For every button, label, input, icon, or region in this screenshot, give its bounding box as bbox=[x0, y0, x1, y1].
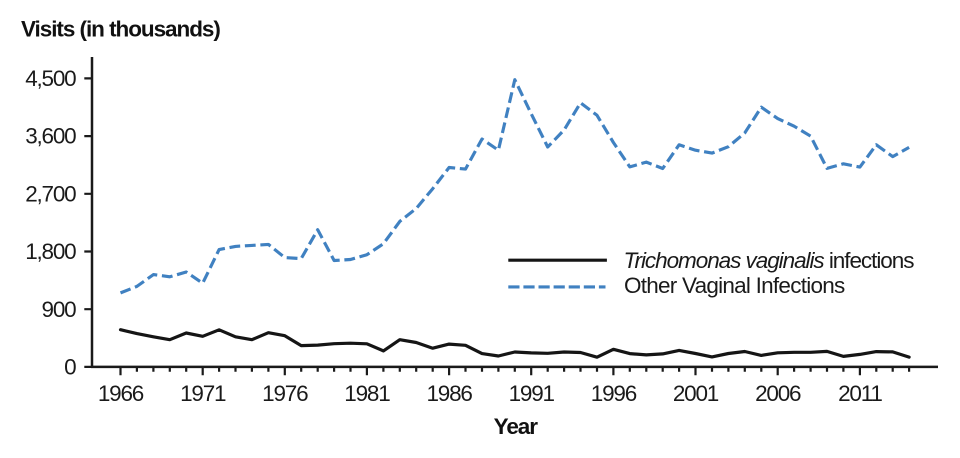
svg-text:1996: 1996 bbox=[591, 381, 637, 406]
svg-text:1,800: 1,800 bbox=[25, 239, 76, 264]
svg-text:4,500: 4,500 bbox=[25, 66, 76, 91]
svg-text:2001: 2001 bbox=[673, 381, 719, 406]
svg-text:1991: 1991 bbox=[509, 381, 555, 406]
svg-text:Other Vaginal Infections: Other Vaginal Infections bbox=[624, 273, 845, 298]
svg-text:2,700: 2,700 bbox=[25, 181, 76, 206]
svg-text:3,600: 3,600 bbox=[25, 124, 76, 149]
svg-text:1986: 1986 bbox=[426, 381, 472, 406]
svg-text:2006: 2006 bbox=[755, 381, 801, 406]
svg-text:Visits (in thousands): Visits (in thousands) bbox=[21, 17, 220, 42]
svg-text:Trichomonas vaginalis infectio: Trichomonas vaginalis infections bbox=[624, 248, 915, 273]
svg-text:1981: 1981 bbox=[344, 381, 390, 406]
svg-text:1966: 1966 bbox=[98, 381, 144, 406]
svg-text:0: 0 bbox=[64, 355, 76, 380]
svg-text:1971: 1971 bbox=[180, 381, 226, 406]
svg-text:Year: Year bbox=[494, 414, 539, 439]
svg-text:1976: 1976 bbox=[262, 381, 308, 406]
svg-text:2011: 2011 bbox=[838, 381, 882, 406]
svg-text:900: 900 bbox=[42, 297, 77, 322]
